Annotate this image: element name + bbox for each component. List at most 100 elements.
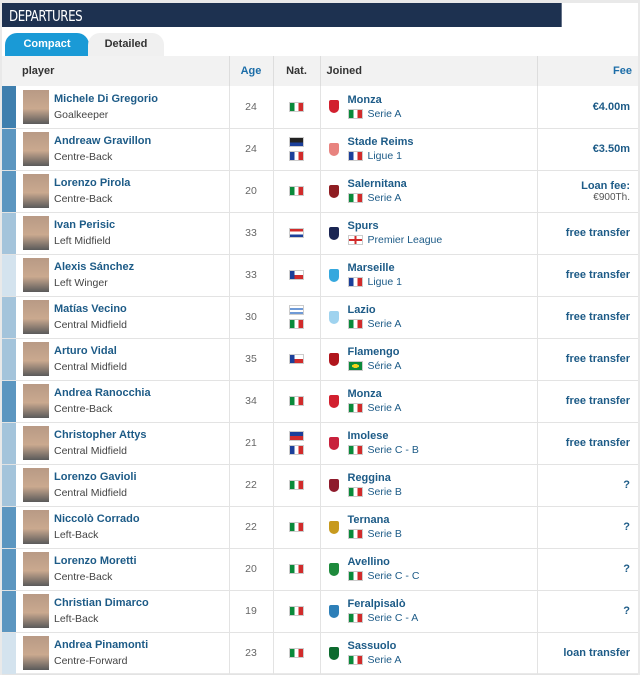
player-photo[interactable] — [23, 594, 49, 628]
club-name-link[interactable]: Sassuolo — [347, 640, 397, 652]
player-photo[interactable] — [23, 300, 49, 334]
league-link[interactable]: Serie A — [347, 318, 401, 330]
club-crest-icon[interactable] — [328, 310, 339, 324]
club-name-link[interactable]: Lazio — [347, 304, 376, 316]
transfer-fee[interactable]: ? — [537, 590, 638, 633]
transfer-fee[interactable]: Loan fee: €900Th. — [537, 170, 638, 213]
tab-compact[interactable]: Compact — [5, 33, 89, 56]
club-crest-icon[interactable] — [328, 520, 339, 534]
fee-text[interactable]: ? — [623, 521, 630, 533]
fee-text[interactable]: ? — [623, 563, 630, 575]
league-link[interactable]: Ligue 1 — [347, 150, 414, 162]
player-photo[interactable] — [23, 132, 49, 166]
club-name-link[interactable]: Flamengo — [347, 346, 400, 358]
player-name-link[interactable]: Arturo Vidal — [54, 345, 117, 357]
club-crest-icon[interactable] — [328, 352, 339, 366]
player-name-link[interactable]: Andrea Pinamonti — [54, 639, 149, 651]
transfer-fee[interactable]: €4.00m — [537, 86, 638, 129]
league-link[interactable]: Série A — [347, 360, 401, 372]
player-photo[interactable] — [23, 552, 49, 586]
league-link[interactable]: Serie A — [347, 654, 401, 666]
fee-text[interactable]: Loan fee: — [581, 179, 630, 192]
fee-text[interactable]: free transfer — [565, 311, 630, 323]
fee-text[interactable]: ? — [623, 605, 630, 617]
league-link[interactable]: Serie A — [347, 108, 401, 120]
club-name-link[interactable]: Spurs — [347, 220, 379, 232]
player-photo[interactable] — [23, 258, 49, 292]
player-name-link[interactable]: Lorenzo Gavioli — [54, 471, 137, 483]
club-name-link[interactable]: Marseille — [347, 262, 395, 274]
club-crest-icon[interactable] — [328, 268, 339, 282]
club-crest-icon[interactable] — [328, 142, 339, 156]
player-photo[interactable] — [23, 89, 49, 124]
fee-text[interactable]: loan transfer — [563, 647, 630, 659]
league-link[interactable]: Ligue 1 — [347, 276, 402, 288]
tab-detailed[interactable]: Detailed — [88, 33, 164, 56]
fee-text[interactable]: ? — [623, 479, 630, 491]
league-link[interactable]: Serie B — [347, 486, 402, 498]
transfer-fee[interactable]: free transfer — [537, 296, 638, 339]
player-photo[interactable] — [23, 342, 49, 376]
club-name-link[interactable]: Reggina — [347, 472, 391, 484]
fee-text[interactable]: €4.00m — [592, 100, 630, 113]
league-link[interactable]: Serie C - A — [347, 612, 418, 624]
club-crest-icon[interactable] — [328, 100, 339, 114]
player-name-link[interactable]: Lorenzo Moretti — [54, 555, 137, 567]
club-name-link[interactable]: Avellino — [347, 556, 390, 568]
club-crest-icon[interactable] — [328, 646, 339, 660]
league-link[interactable]: Premier League — [347, 234, 442, 246]
player-name-link[interactable]: Alexis Sánchez — [54, 261, 135, 273]
player-name-link[interactable]: Ivan Perisic — [54, 219, 116, 231]
transfer-fee[interactable]: free transfer — [537, 338, 638, 381]
transfer-fee[interactable]: loan transfer — [537, 632, 638, 675]
club-crest-icon[interactable] — [328, 604, 339, 618]
transfer-fee[interactable]: ? — [537, 506, 638, 549]
fee-text[interactable]: €3.50m — [592, 143, 630, 155]
player-photo[interactable] — [23, 510, 49, 544]
player-name-link[interactable]: Andreaw Gravillon — [54, 135, 152, 147]
fee-text[interactable]: free transfer — [565, 395, 630, 407]
transfer-fee[interactable]: free transfer — [537, 212, 638, 255]
player-name-link[interactable]: Lorenzo Pirola — [54, 177, 131, 189]
transfer-fee[interactable]: €3.50m — [537, 128, 638, 171]
club-crest-icon[interactable] — [328, 478, 339, 492]
club-name-link[interactable]: Ternana — [347, 514, 390, 526]
transfer-fee[interactable]: free transfer — [537, 422, 638, 465]
player-photo[interactable] — [23, 636, 49, 670]
club-name-link[interactable]: Monza — [347, 93, 382, 106]
player-name-link[interactable]: Niccolò Corrado — [54, 513, 140, 525]
club-crest-icon[interactable] — [328, 394, 339, 408]
fee-text[interactable]: free transfer — [565, 353, 630, 365]
club-crest-icon[interactable] — [328, 436, 339, 450]
club-name-link[interactable]: Stade Reims — [347, 136, 414, 148]
club-crest-icon[interactable] — [328, 184, 339, 198]
league-link[interactable]: Serie A — [347, 192, 407, 204]
club-crest-icon[interactable] — [328, 226, 339, 240]
club-name-link[interactable]: Salernitana — [347, 178, 407, 190]
transfer-fee[interactable]: free transfer — [537, 254, 638, 297]
player-name-link[interactable]: Andrea Ranocchia — [54, 387, 151, 399]
club-name-link[interactable]: Monza — [347, 388, 382, 400]
header-fee[interactable]: Fee — [537, 56, 638, 86]
league-link[interactable]: Serie A — [347, 402, 401, 414]
player-name-link[interactable]: Michele Di Gregorio — [54, 92, 158, 105]
league-link[interactable]: Serie B — [347, 528, 402, 540]
player-name-link[interactable]: Christian Dimarco — [54, 597, 149, 609]
fee-text[interactable]: free transfer — [565, 269, 630, 281]
league-link[interactable]: Serie C - C — [347, 570, 419, 582]
player-photo[interactable] — [23, 426, 49, 460]
club-name-link[interactable]: Imolese — [347, 430, 389, 442]
transfer-fee[interactable]: free transfer — [537, 380, 638, 423]
league-link[interactable]: Serie C - B — [347, 444, 419, 456]
player-photo[interactable] — [23, 384, 49, 418]
player-photo[interactable] — [23, 468, 49, 502]
transfer-fee[interactable]: ? — [537, 548, 638, 591]
player-name-link[interactable]: Christopher Attys — [54, 429, 147, 441]
transfer-fee[interactable]: ? — [537, 464, 638, 507]
player-photo[interactable] — [23, 216, 49, 250]
fee-text[interactable]: free transfer — [565, 227, 630, 239]
fee-text[interactable]: free transfer — [565, 437, 630, 449]
player-name-link[interactable]: Matías Vecino — [54, 303, 127, 315]
club-crest-icon[interactable] — [328, 562, 339, 576]
club-name-link[interactable]: Feralpisalò — [347, 598, 406, 610]
